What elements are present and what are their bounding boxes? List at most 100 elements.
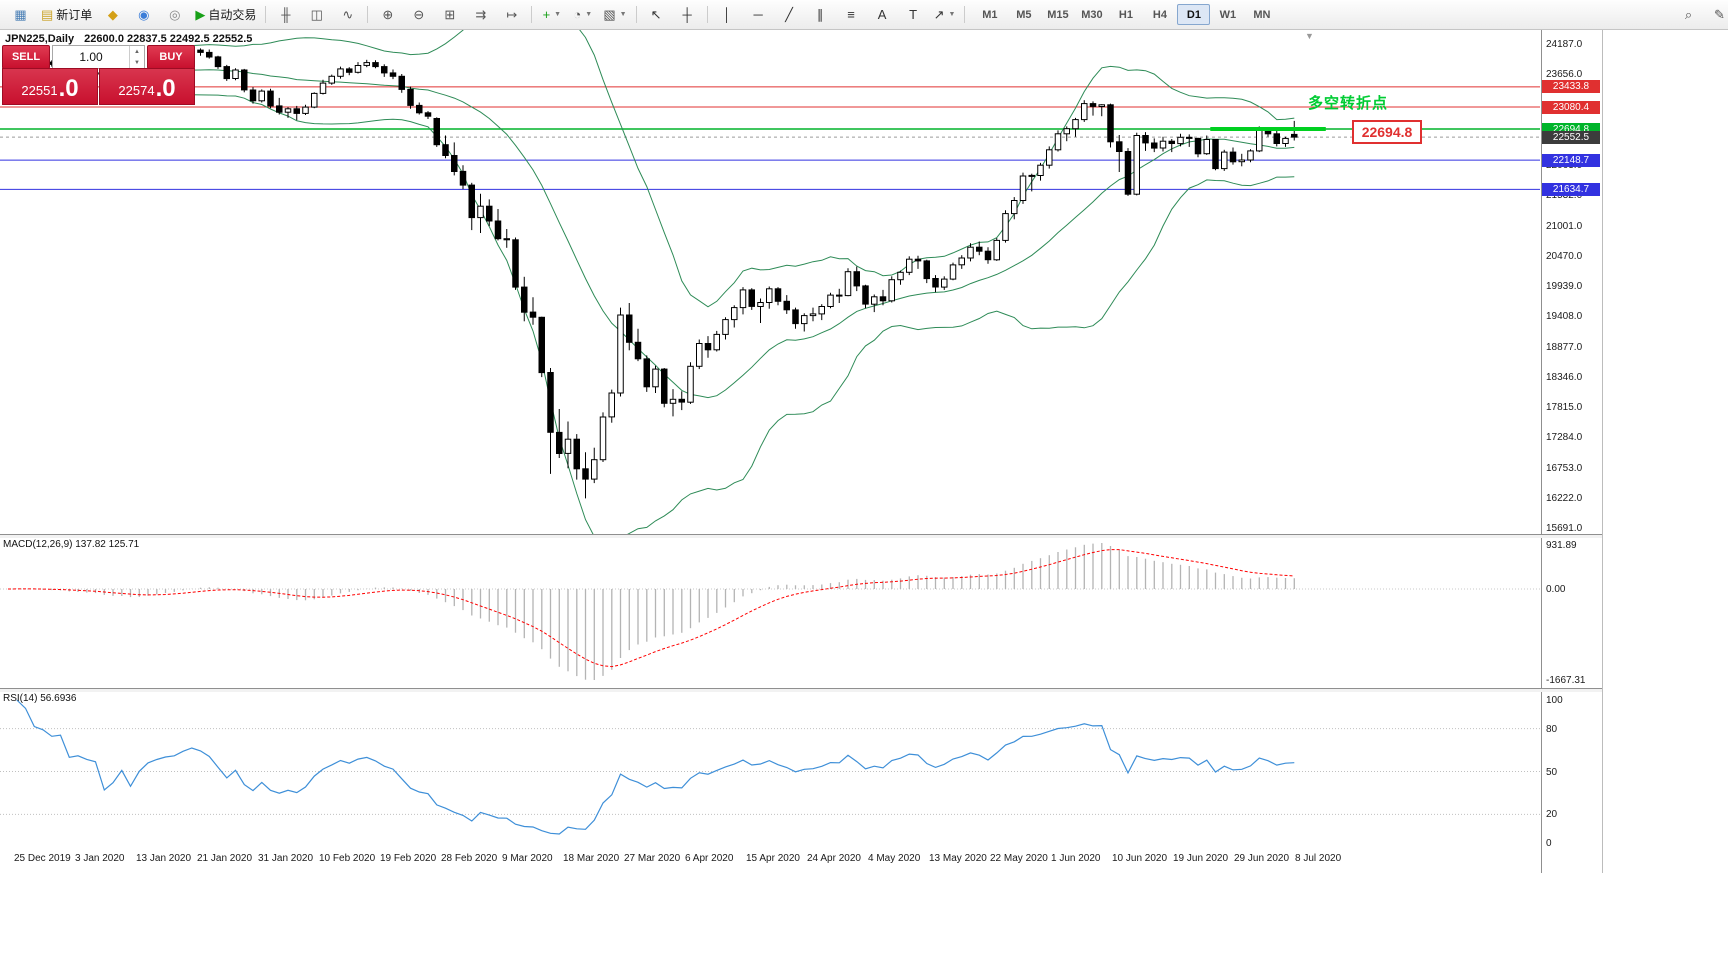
- dropdown-caret-icon[interactable]: ▼: [585, 11, 593, 18]
- auto-scroll-icon[interactable]: ⇉: [466, 3, 495, 27]
- channel-icon: ∥: [816, 7, 824, 22]
- macd-panel[interactable]: MACD(12,26,9) 137.82 125.71 931.89 0.00 -1…: [0, 537, 1602, 688]
- date-label: 10 Feb 2020: [319, 853, 376, 864]
- timeframe-h4[interactable]: H4: [1152, 8, 1167, 21]
- timeframe-m1[interactable]: M1: [982, 8, 998, 21]
- one-click-trading-panel: SELL 1.00 ▲ ▼ BUY 22551 .0 22574 .0: [2, 45, 195, 106]
- toolbar-right-group: ⌕ ✎: [1674, 3, 1728, 27]
- timeframe-m5[interactable]: M5: [1016, 8, 1032, 21]
- chart-window-icon: ▦: [14, 7, 27, 22]
- lot-size-input[interactable]: 1.00 ▲ ▼: [52, 45, 145, 69]
- timeframe-w1[interactable]: W1: [1219, 8, 1237, 21]
- timeframe-h1[interactable]: H1: [1118, 8, 1133, 21]
- rsi-panel[interactable]: RSI(14) 56.6936 100 80 50 20 0: [0, 691, 1602, 849]
- macd-tick: -1667.31: [1546, 675, 1586, 686]
- indicators-icon[interactable]: ◆: [98, 3, 127, 27]
- timeframe-d1[interactable]: D1: [1177, 4, 1211, 25]
- buy-price-small: 22574: [118, 82, 155, 98]
- auto-scroll-icon: ⇉: [475, 7, 487, 22]
- date-label: 8 Jul 2020: [1295, 853, 1342, 864]
- timeframe-mn[interactable]: MN: [1253, 8, 1271, 21]
- tile-windows-icon[interactable]: ⊞: [435, 3, 464, 27]
- timeframe-group: M1 M5 M15 M30 H1 H4 D1 W1 MN: [973, 4, 1278, 25]
- lot-decrease-icon[interactable]: ▼: [134, 59, 140, 66]
- rsi-chart[interactable]: [0, 691, 1540, 847]
- date-label: 6 Apr 2020: [685, 853, 734, 864]
- new-chart-button[interactable]: + ▼: [537, 3, 566, 27]
- price-tick: 19408.0: [1546, 311, 1583, 323]
- pen-icon[interactable]: ✎: [1705, 3, 1728, 27]
- dropdown-caret-icon[interactable]: ▼: [948, 11, 956, 18]
- lot-size-value[interactable]: 1.00: [79, 50, 103, 64]
- bar-chart-icon[interactable]: ╫: [271, 3, 300, 27]
- rsi-tick: 50: [1546, 766, 1558, 778]
- date-label: 28 Feb 2020: [441, 853, 498, 864]
- autotrading-button[interactable]: ▶ 自动交易: [191, 3, 260, 27]
- chart-shift-icon: ↦: [506, 7, 518, 22]
- sell-price-small: 22551: [21, 82, 58, 98]
- price-level-flag: 22694.8: [1352, 120, 1422, 144]
- chart-window-icon[interactable]: ▦: [6, 3, 35, 27]
- trendline-icon[interactable]: ╱: [775, 3, 804, 27]
- dropdown-caret-icon[interactable]: ▼: [619, 11, 627, 18]
- label-icon[interactable]: T: [899, 3, 928, 27]
- price-tick: 18877.0: [1546, 341, 1583, 353]
- candle-chart-icon[interactable]: ◫: [302, 3, 331, 27]
- buy-button[interactable]: BUY: [147, 45, 195, 69]
- arrow-tool-icon: ↗: [933, 7, 945, 22]
- price-badge: 23080.4: [1542, 100, 1600, 114]
- macd-label: MACD(12,26,9) 137.82 125.71: [3, 539, 140, 550]
- turning-point-annotation: 多空转折点: [1308, 95, 1389, 112]
- date-label: 21 Jan 2020: [197, 853, 253, 864]
- new-chart-button: +: [542, 7, 551, 22]
- search-icon[interactable]: ⌕: [1674, 3, 1703, 27]
- vertical-line-icon[interactable]: │: [713, 3, 742, 27]
- lot-increase-icon[interactable]: ▲: [134, 48, 140, 55]
- text-icon: A: [877, 7, 887, 22]
- price-chart-panel[interactable]: JPN225,Daily 22600.0 22837.5 22492.5 225…: [0, 29, 1602, 534]
- date-label: 29 Jun 2020: [1234, 853, 1290, 864]
- price-axis-line: [1541, 29, 1542, 873]
- panel-splitter[interactable]: [0, 534, 1602, 538]
- arrow-tool-icon[interactable]: ↗ ▼: [930, 3, 960, 27]
- date-label: 24 Apr 2020: [807, 853, 861, 864]
- indicators-icon: ◆: [107, 7, 118, 22]
- crosshair-icon[interactable]: ┼: [673, 3, 702, 27]
- price-tick: 19939.0: [1546, 281, 1583, 292]
- price-badge: 23433.8: [1542, 80, 1600, 94]
- navigator-icon[interactable]: ◎: [160, 3, 189, 27]
- fibonacci-icon[interactable]: ≡: [837, 3, 866, 27]
- channel-icon[interactable]: ∥: [806, 3, 835, 27]
- zoom-out-button[interactable]: ⊖: [404, 3, 433, 27]
- timeframe-m15[interactable]: M15: [1047, 8, 1069, 21]
- sell-price-big: .0: [58, 75, 79, 102]
- label-icon: T: [909, 7, 918, 22]
- zoom-in-button[interactable]: ⊕: [373, 3, 402, 27]
- line-chart-icon[interactable]: ∿: [333, 3, 362, 27]
- dropdown-caret-icon[interactable]: ▼: [554, 11, 562, 18]
- sell-price-display[interactable]: 22551 .0: [2, 68, 98, 105]
- text-icon[interactable]: A: [868, 3, 897, 27]
- toolbar-separator: [706, 6, 708, 23]
- lot-stepper[interactable]: ▲ ▼: [129, 46, 144, 68]
- scroll-end-marker[interactable]: ▼: [1305, 31, 1314, 41]
- template-button[interactable]: ▧ ▼: [599, 3, 630, 27]
- macd-tick: 931.89: [1546, 540, 1577, 551]
- horizontal-line-icon[interactable]: ─: [744, 3, 773, 27]
- new-order-button[interactable]: ▤ 新订单: [37, 3, 96, 27]
- market-watch-icon[interactable]: ◉: [129, 3, 158, 27]
- period-button[interactable]: ◔ ▼: [568, 3, 597, 27]
- price-badge: 21634.7: [1542, 182, 1600, 196]
- sell-button[interactable]: SELL: [2, 45, 50, 69]
- date-label: 19 Jun 2020: [1173, 853, 1229, 864]
- macd-chart[interactable]: [0, 537, 1540, 688]
- timeframe-m30[interactable]: M30: [1081, 8, 1103, 21]
- buy-price-display[interactable]: 22574 .0: [99, 68, 195, 105]
- date-label: 13 Jan 2020: [136, 853, 192, 864]
- date-label: 31 Jan 2020: [258, 853, 314, 864]
- chart-shift-icon[interactable]: ↦: [497, 3, 526, 27]
- price-tick: 24187.0: [1546, 39, 1583, 50]
- chart-window-border: [1602, 29, 1603, 873]
- panel-splitter[interactable]: [0, 688, 1602, 692]
- cursor-icon[interactable]: ↖: [642, 3, 671, 27]
